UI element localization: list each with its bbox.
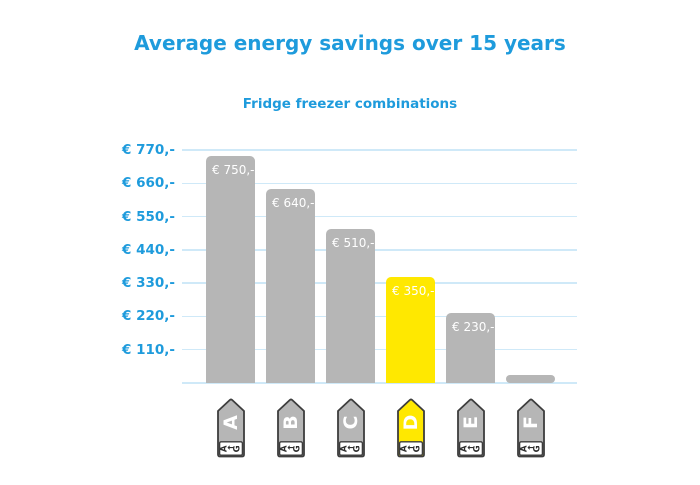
tag-scale-last: G — [292, 445, 302, 452]
tag-letter: B — [280, 415, 302, 429]
energy-class-b-icon: B A ← G — [276, 397, 306, 459]
tag-scale-last: G — [472, 445, 482, 452]
tag-scale-arrow: ← — [527, 444, 535, 454]
x-axis-energy-tags: A A ← G B A ← G C A ← G D A ← G E A ← G F A ← G — [182, 397, 577, 463]
tag-scale-arrow: ← — [287, 444, 295, 454]
page-title: Average energy savings over 15 years — [134, 31, 566, 55]
bar-b: € 640,- — [266, 189, 315, 383]
tag-scale-arrow: ← — [467, 444, 475, 454]
gridline — [182, 315, 577, 318]
bar-value-label: € 510,- — [332, 236, 375, 250]
gridline — [182, 149, 577, 151]
tag-scale-box — [458, 441, 483, 456]
tag-scale-last: G — [352, 445, 362, 452]
bar-e: € 230,- — [446, 313, 495, 383]
y-tick-label: € 330,- — [121, 275, 175, 292]
tag-scale-first: A — [399, 445, 409, 452]
energy-class-f-icon: F A ← G — [516, 397, 546, 459]
tag-scale-last: G — [232, 445, 242, 452]
y-tick-label: € 660,- — [121, 175, 175, 192]
energy-class-e-icon: E A ← G — [456, 397, 486, 459]
bar-value-label: € 640,- — [272, 196, 315, 210]
tag-scale-arrow: ← — [347, 444, 355, 454]
gridline — [182, 382, 577, 384]
tag-scale-last: G — [412, 445, 422, 452]
bar-value-label: € 750,- — [212, 163, 255, 177]
y-tick-label: € 550,- — [121, 208, 175, 225]
tag-letter: A — [220, 415, 242, 430]
tag-scale-box — [518, 441, 543, 456]
chart-subtitle: Fridge freezer combinations — [242, 96, 458, 112]
tag-scale-arrow: ← — [227, 444, 235, 454]
gridline — [182, 215, 577, 218]
tag-scale-first: A — [219, 445, 229, 452]
bar-d: € 350,- — [386, 277, 435, 383]
tag-scale-first: A — [459, 445, 469, 452]
y-axis: € 770,- € 660,- € 550,- € 440,- € 330,- € 220… — [96, 142, 175, 383]
bar-f — [506, 375, 555, 383]
tag-scale-first: A — [519, 445, 529, 452]
bar-a: € 750,- — [206, 156, 255, 383]
tag-letter: F — [520, 416, 542, 429]
gridline — [182, 249, 577, 251]
tag-scale-first: A — [339, 445, 349, 452]
tag-letter: D — [400, 415, 422, 431]
y-tick-label: € 440,- — [121, 241, 175, 258]
bar-value-label: € 350,- — [392, 284, 435, 298]
plot-area: € 750,- € 640,- € 510,- € 350,- € 230,- — [182, 149, 577, 384]
gridline — [182, 182, 577, 185]
tag-letter: C — [340, 416, 362, 430]
tag-scale-box — [218, 441, 243, 456]
tag-scale-first: A — [279, 445, 289, 452]
tag-scale-box — [278, 441, 303, 456]
gridline — [182, 348, 577, 351]
bar-c: € 510,- — [326, 229, 375, 383]
y-tick-label: € 110,- — [121, 341, 175, 358]
bar-value-label: € 230,- — [452, 320, 495, 334]
y-tick-label: € 220,- — [121, 308, 175, 325]
energy-class-d-icon: D A ← G — [396, 397, 426, 459]
energy-class-c-icon: C A ← G — [336, 397, 366, 459]
gridline — [182, 282, 577, 284]
y-tick-label: € 770,- — [121, 142, 175, 158]
tag-scale-last: G — [532, 445, 542, 452]
tag-scale-box — [338, 441, 363, 456]
tag-scale-arrow: ← — [407, 444, 415, 454]
tag-letter: E — [460, 416, 482, 429]
energy-class-a-icon: A A ← G — [216, 397, 246, 459]
tag-scale-box — [398, 441, 423, 456]
